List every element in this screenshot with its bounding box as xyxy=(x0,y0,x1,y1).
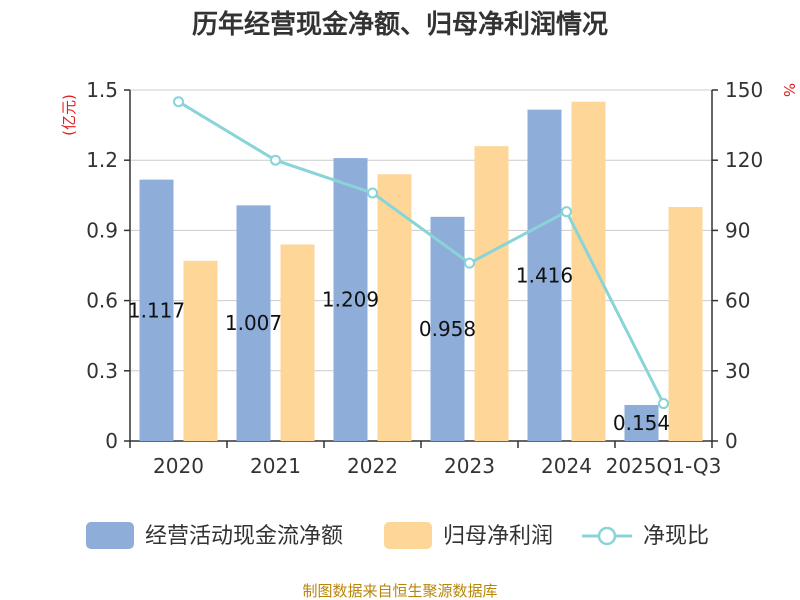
bar-net-profit xyxy=(668,207,703,441)
bar-net-profit xyxy=(474,146,509,441)
source-note: 制图数据来自恒生聚源数据库 xyxy=(302,582,497,600)
legend-marker-ratio xyxy=(597,526,617,546)
x-axis-ticks: 2020 2021 2022 2023 2024 2025Q1-Q3 xyxy=(129,441,722,478)
left-axis-unit: (亿元) xyxy=(60,94,78,136)
left-tick-label: 0.3 xyxy=(86,359,118,383)
bar-cashflow xyxy=(333,158,368,441)
bar-cashflow xyxy=(527,109,562,441)
bar-net-profit xyxy=(183,260,218,441)
ratio-point xyxy=(464,257,475,269)
grid-lines xyxy=(130,89,712,372)
x-tick-label: 2022 xyxy=(347,454,398,478)
right-tick-label: 0 xyxy=(725,429,738,453)
ratio-point xyxy=(173,96,184,108)
left-axis-ticks: 0 0.3 0.6 0.9 1.2 1.5 xyxy=(86,78,130,453)
legend-label-net-profit: 归母净利润 xyxy=(443,524,553,549)
legend: 经营活动现金流净额 归母净利润 净现比 xyxy=(86,522,709,549)
right-tick-label: 120 xyxy=(725,148,763,172)
x-tick-label: 2023 xyxy=(444,454,495,478)
ratio-point xyxy=(270,154,281,166)
right-tick-label: 30 xyxy=(725,359,750,383)
legend-label-ratio: 净现比 xyxy=(643,524,709,549)
chart-title: 历年经营现金净额、归母净利润情况 xyxy=(192,9,608,40)
ratio-point xyxy=(658,398,669,410)
bar-cashflow xyxy=(236,205,271,441)
cashflow-value-label: 1.209 xyxy=(322,288,379,312)
bar-cashflow xyxy=(139,179,174,441)
cashflow-value-label: 0.154 xyxy=(613,411,670,435)
cashflow-value-label: 0.958 xyxy=(419,317,476,341)
legend-swatch-cashflow xyxy=(86,522,134,549)
ratio-point xyxy=(367,187,378,199)
right-tick-label: 90 xyxy=(725,218,750,242)
left-tick-label: 0.9 xyxy=(86,218,118,242)
ratio-line-series xyxy=(173,96,669,410)
bar-series xyxy=(139,101,703,442)
cashflow-value-label: 1.117 xyxy=(128,298,185,322)
cashflow-value-label: 1.007 xyxy=(225,311,282,335)
left-tick-label: 0 xyxy=(105,429,118,453)
left-tick-label: 0.6 xyxy=(86,289,118,313)
ratio-line xyxy=(177,100,665,405)
left-tick-label: 1.2 xyxy=(86,148,118,172)
bar-net-profit xyxy=(377,174,412,442)
right-tick-label: 60 xyxy=(725,289,750,313)
right-axis-ticks: 0 30 60 90 120 150 xyxy=(712,78,763,453)
x-tick-label: 2025Q1-Q3 xyxy=(606,454,722,478)
legend-label-cashflow: 经营活动现金流净额 xyxy=(145,524,343,549)
x-tick-label: 2020 xyxy=(153,454,204,478)
x-tick-label: 2024 xyxy=(541,454,592,478)
right-axis-unit: % xyxy=(780,83,798,97)
legend-swatch-net-profit xyxy=(384,522,432,549)
bar-net-profit xyxy=(280,244,315,441)
bar-net-profit xyxy=(571,101,606,441)
cashflow-value-label: 1.416 xyxy=(516,263,573,287)
x-tick-label: 2021 xyxy=(250,454,301,478)
right-tick-label: 150 xyxy=(725,78,763,102)
ratio-point xyxy=(561,206,572,218)
data-labels: 1.117 1.007 1.209 0.958 1.416 0.154 xyxy=(128,263,670,435)
left-tick-label: 1.5 xyxy=(86,78,118,102)
bar-cashflow xyxy=(624,404,659,441)
